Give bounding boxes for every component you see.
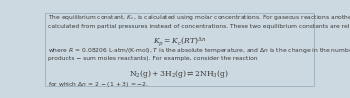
- FancyBboxPatch shape: [45, 13, 314, 86]
- Text: $\mathrm{N_2(g) + 3H_2(g) \rightleftharpoons 2NH_3(g)}$: $\mathrm{N_2(g) + 3H_2(g) \rightleftharp…: [130, 68, 229, 80]
- Text: products − sum moles reactants). For example, consider the reaction: products − sum moles reactants). For exa…: [48, 56, 258, 61]
- Text: for which $\Delta n$ = 2 − (1 + 3) = −2.: for which $\Delta n$ = 2 − (1 + 3) = −2.: [48, 80, 149, 89]
- Text: $K_p = K_c(RT)^{\Delta n}$: $K_p = K_c(RT)^{\Delta n}$: [153, 36, 206, 49]
- Text: where $R$ = 0.08206 L·atm/(K·mol), $T$ is the absolute temperature, and $\Delta : where $R$ = 0.08206 L·atm/(K·mol), $T$ i…: [48, 46, 350, 55]
- Text: The equilibrium constant, $K_c$, is calculated using molar concentrations. For g: The equilibrium constant, $K_c$, is calc…: [48, 14, 350, 24]
- Text: calculated from partial pressures instead of concentrations. These two equilibri: calculated from partial pressures instea…: [48, 24, 350, 29]
